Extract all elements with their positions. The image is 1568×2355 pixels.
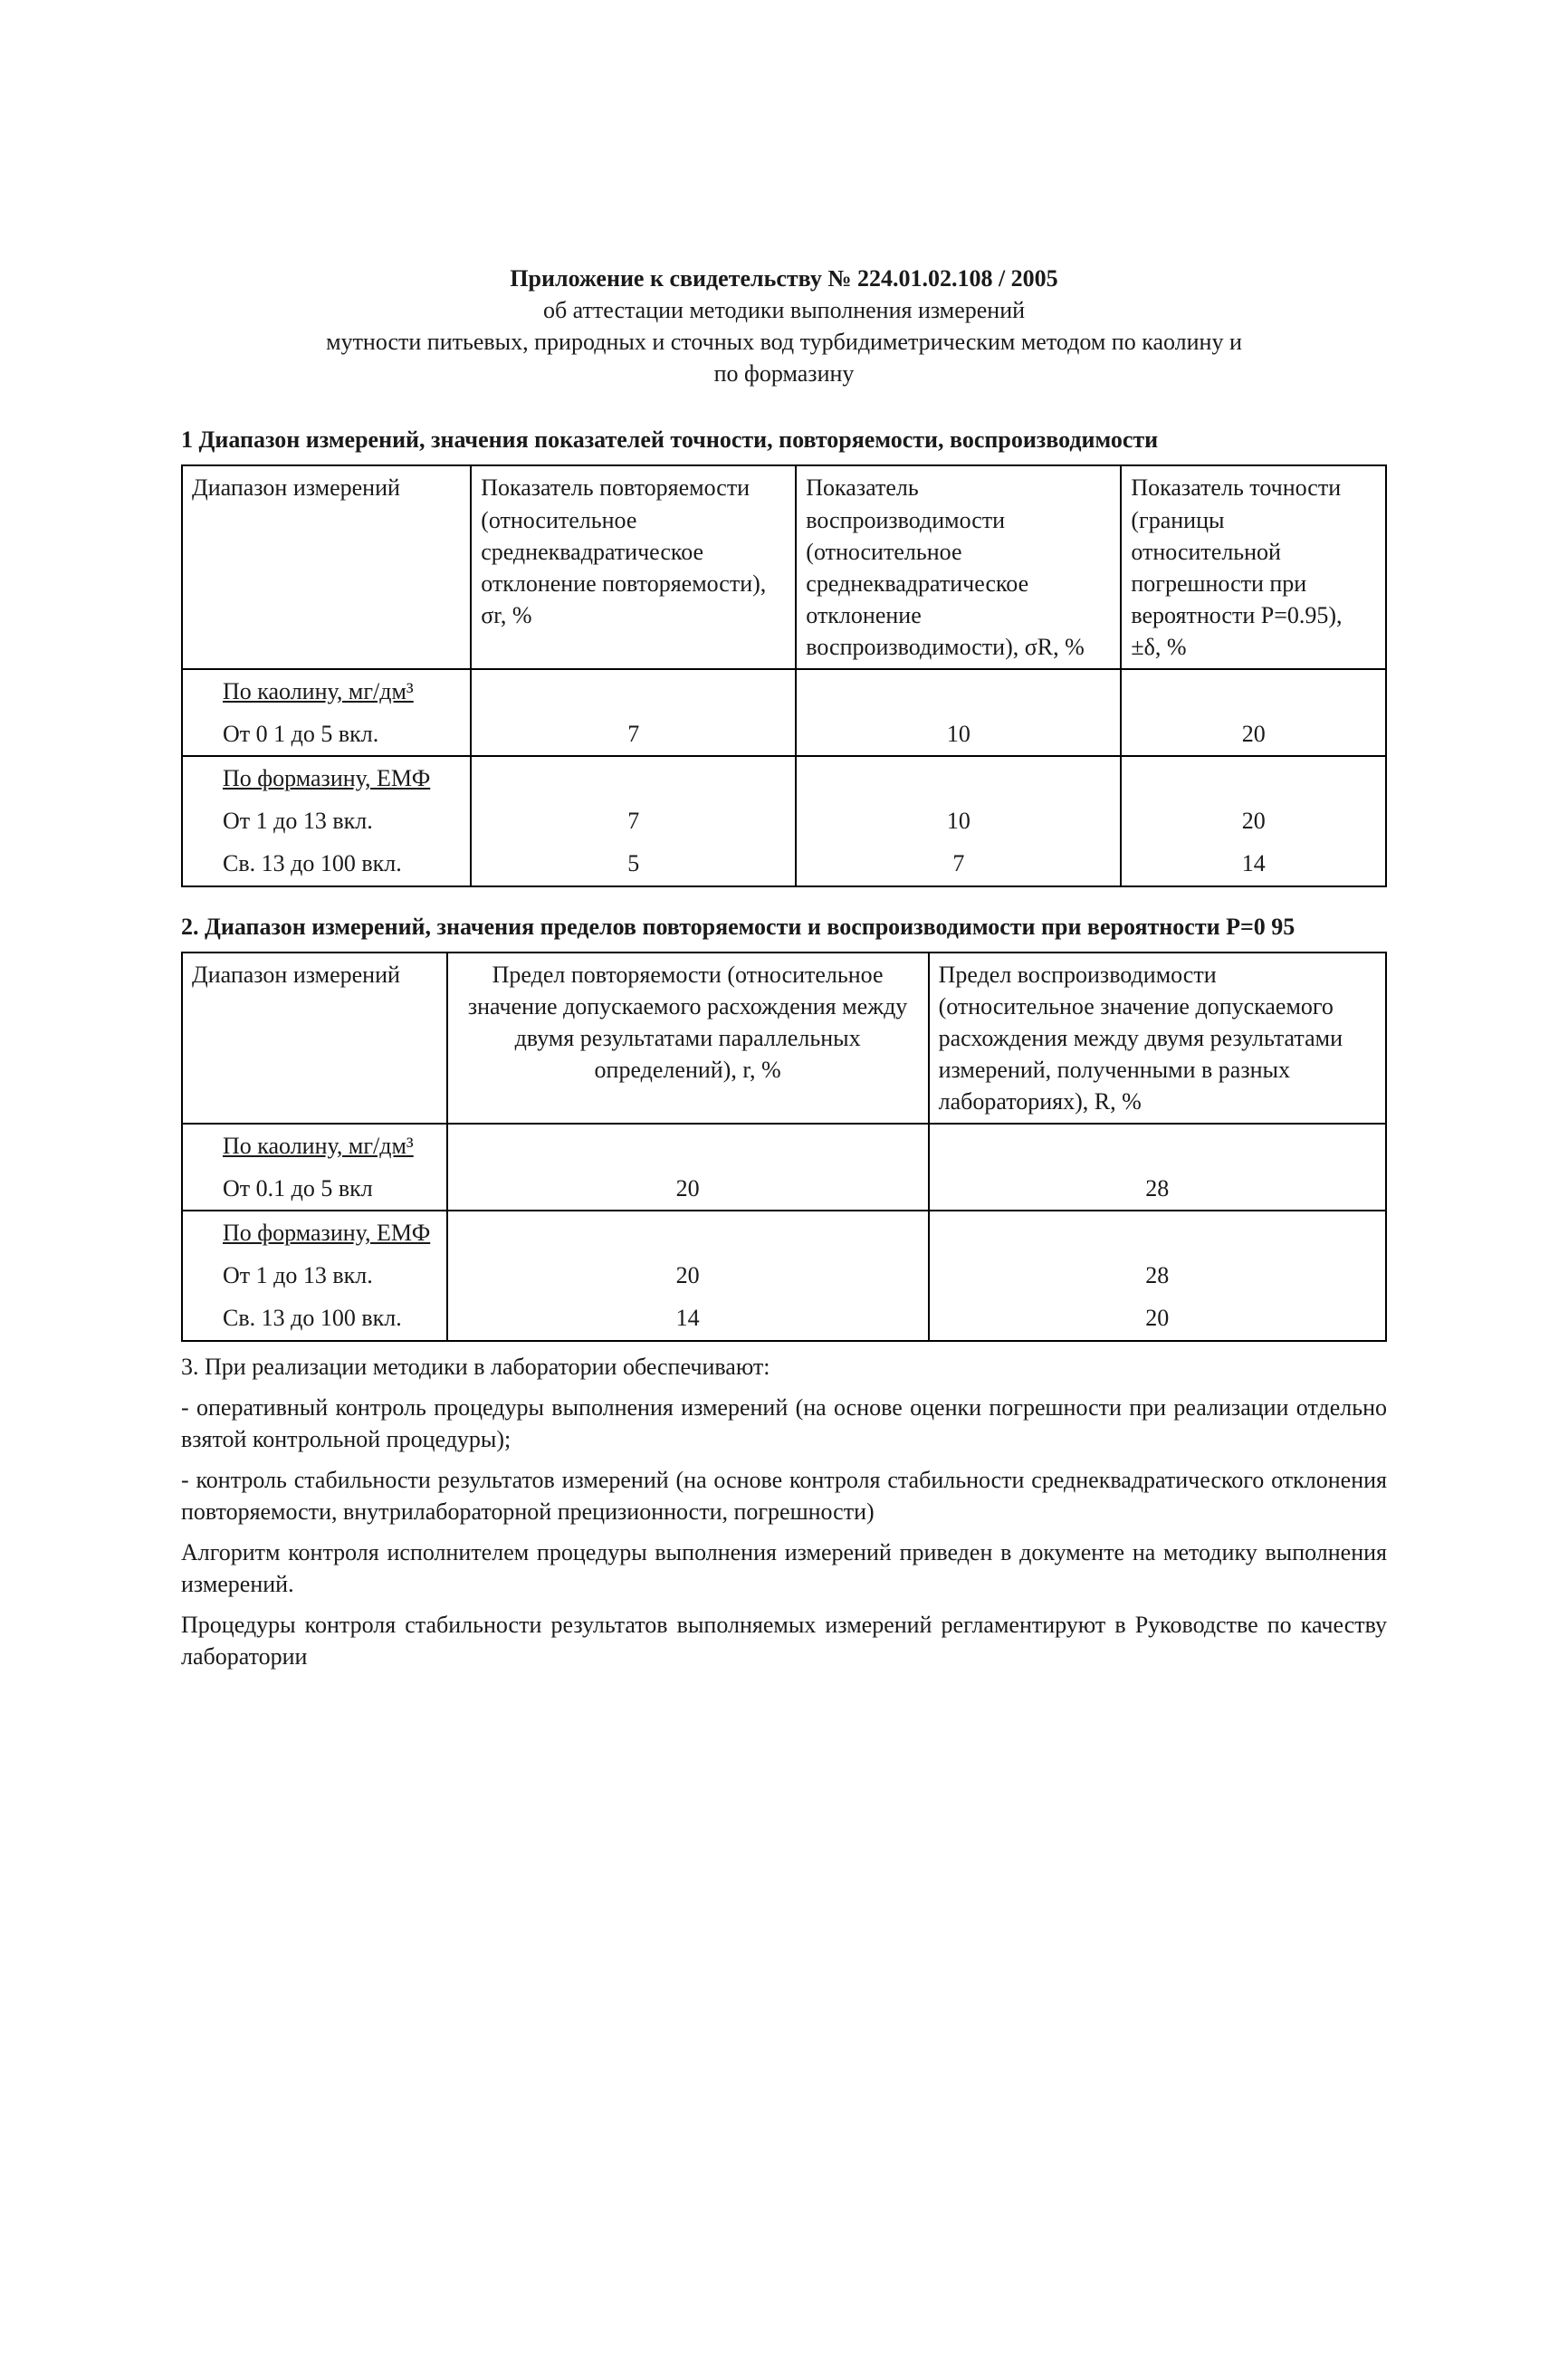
table-1-g2-r1-v2: 7 <box>471 799 796 842</box>
table-1-g2-r1-v4: 20 <box>1121 799 1386 842</box>
title-line-1: Приложение к свидетельству № 224.01.02.1… <box>181 263 1387 294</box>
table-2-g2-r2-range: Св. 13 до 100 вкл. <box>192 1302 437 1334</box>
table-2-header-1: Диапазон измерений <box>182 953 447 1124</box>
table-1-g2-r2-v2: 5 <box>471 842 796 886</box>
table-1-g1-r1-v2: 7 <box>471 713 796 756</box>
title-line-4: по формазину <box>181 358 1387 389</box>
table-1-group2-label-row: По формазину, ЕМФ <box>182 756 1386 799</box>
table-1-group2-row-1: От 1 до 13 вкл. 7 10 20 <box>182 799 1386 842</box>
table-1-header-row: Диапазон измерений Показатель повторяемо… <box>182 465 1386 669</box>
table-1-header-2: Показатель повторяемости (относительное … <box>471 465 796 669</box>
table-1-header-1: Диапазон измерений <box>182 465 471 669</box>
table-2-g1-r1-v3: 28 <box>929 1167 1386 1211</box>
table-1-header-4: Показатель точности (границы относительн… <box>1121 465 1386 669</box>
table-2-g2-r2-v3: 20 <box>929 1297 1386 1340</box>
table-2-group1-label: По каолину, мг/дм³ <box>192 1130 437 1162</box>
table-2-g2-r1-v2: 20 <box>447 1254 929 1297</box>
table-1-g1-r1-v4: 20 <box>1121 713 1386 756</box>
table-2-group1-label-row: По каолину, мг/дм³ <box>182 1124 1386 1167</box>
section-1-heading: 1 Диапазон измерений, значения показател… <box>181 424 1387 455</box>
table-2-g2-r2-v2: 14 <box>447 1297 929 1340</box>
title-line-3: мутности питьевых, природных и сточных в… <box>181 326 1387 358</box>
title-line-2: об аттестации методики выполнения измере… <box>181 294 1387 326</box>
table-1-g2-r2-range: Св. 13 до 100 вкл. <box>192 847 461 879</box>
table-1: Диапазон измерений Показатель повторяемо… <box>181 464 1387 886</box>
table-2: Диапазон измерений Предел повторяемости … <box>181 952 1387 1342</box>
section-3-p2: - контроль стабильности результатов изме… <box>181 1464 1387 1527</box>
table-1-g2-r1-range: От 1 до 13 вкл. <box>192 805 461 837</box>
table-1-group1-row-1: От 0 1 до 5 вкл. 7 10 20 <box>182 713 1386 756</box>
table-1-group1-label: По каолину, мг/дм³ <box>192 675 461 707</box>
table-2-header-3: Предел воспроизводимости (относительное … <box>929 953 1386 1124</box>
table-1-group2-label: По формазину, ЕМФ <box>192 762 461 794</box>
section-3-lead: 3. При реализации методики в лаборатории… <box>181 1351 1387 1383</box>
table-2-header-2: Предел повторяемости (относительное знач… <box>447 953 929 1124</box>
section-3-p4: Процедуры контроля стабильности результа… <box>181 1609 1387 1672</box>
table-2-header-row: Диапазон измерений Предел повторяемости … <box>182 953 1386 1124</box>
table-2-group2-row-1: От 1 до 13 вкл. 20 28 <box>182 1254 1386 1297</box>
table-1-group2-row-2: Св. 13 до 100 вкл. 5 7 14 <box>182 842 1386 886</box>
table-2-group1-row-1: От 0.1 до 5 вкл 20 28 <box>182 1167 1386 1211</box>
table-2-g1-r1-range: От 0.1 до 5 вкл <box>192 1173 437 1204</box>
table-1-group1-label-row: По каолину, мг/дм³ <box>182 669 1386 713</box>
section-2-heading: 2. Диапазон измерений, значения пределов… <box>181 911 1387 943</box>
section-3-p1: - оперативный контроль процедуры выполне… <box>181 1392 1387 1455</box>
table-2-g2-r1-range: От 1 до 13 вкл. <box>192 1259 437 1291</box>
section-3-p3: Алгоритм контроля исполнителем процедуры… <box>181 1536 1387 1600</box>
table-2-g1-r1-v2: 20 <box>447 1167 929 1211</box>
table-1-g2-r1-v3: 10 <box>796 799 1121 842</box>
table-1-g2-r2-v4: 14 <box>1121 842 1386 886</box>
table-2-g2-r1-v3: 28 <box>929 1254 1386 1297</box>
table-1-header-3: Показатель воспроизводимости (относитель… <box>796 465 1121 669</box>
document-page: Приложение к свидетельству № 224.01.02.1… <box>0 0 1568 2355</box>
table-1-g1-r1-range: От 0 1 до 5 вкл. <box>192 718 461 750</box>
table-1-g1-r1-v3: 10 <box>796 713 1121 756</box>
table-2-group2-label-row: По формазину, ЕМФ <box>182 1211 1386 1254</box>
table-1-g2-r2-v3: 7 <box>796 842 1121 886</box>
table-2-group2-row-2: Св. 13 до 100 вкл. 14 20 <box>182 1297 1386 1340</box>
table-2-group2-label: По формазину, ЕМФ <box>192 1217 437 1249</box>
